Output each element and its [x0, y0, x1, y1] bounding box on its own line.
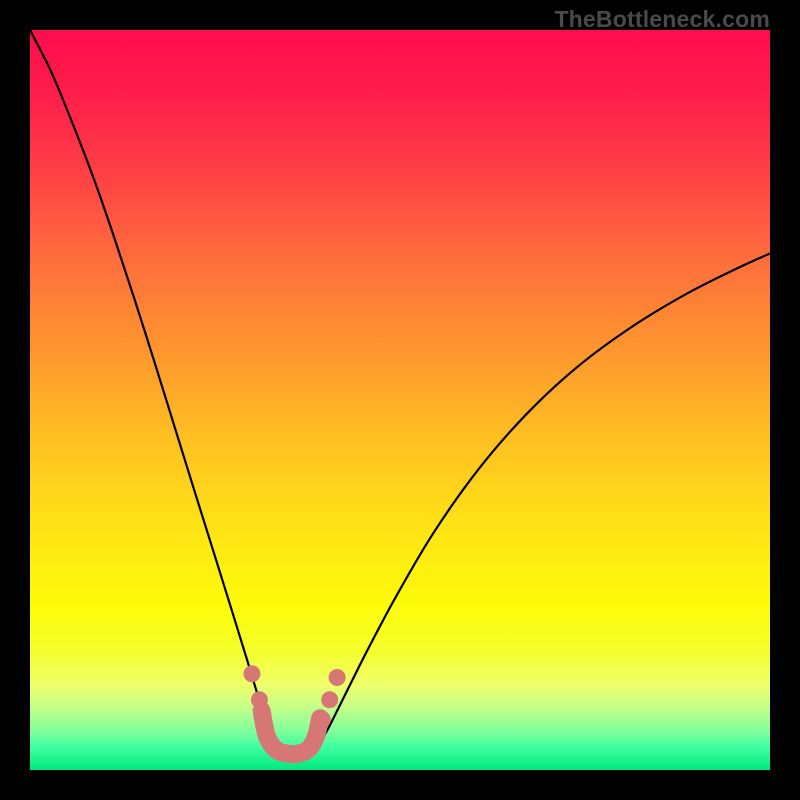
vertex-connector: [262, 711, 320, 754]
curve-layer: [30, 30, 770, 770]
watermark-text: TheBottleneck.com: [554, 6, 770, 33]
vertex-dot: [314, 711, 331, 728]
vertex-dot: [329, 669, 346, 686]
vertex-dot: [321, 691, 338, 708]
left-curve: [30, 30, 271, 742]
chart-frame: TheBottleneck.com: [0, 0, 800, 800]
vertex-dot: [251, 691, 268, 708]
plot-area: [30, 30, 770, 770]
right-curve: [322, 253, 770, 738]
vertex-dot: [244, 665, 261, 682]
